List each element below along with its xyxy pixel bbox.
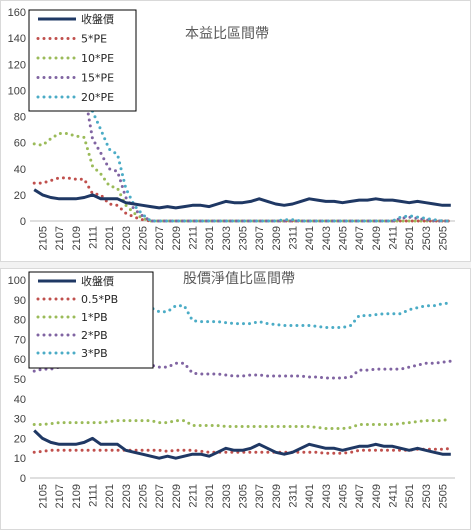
pb-y-tick-label: 40 <box>14 394 26 406</box>
pe-x-tick-label: 2209 <box>171 226 183 250</box>
pe-x-tick-label: 2107 <box>54 226 66 250</box>
pb-legend-label-0: 收盤價 <box>81 274 114 288</box>
pb-x-tick-label: 2503 <box>421 484 433 508</box>
pb-x-tick-label: 2309 <box>271 484 283 508</box>
pe-x-tick-label: 2305 <box>238 226 250 250</box>
pe-x-tick-label: 2401 <box>304 226 316 250</box>
pb-series-line-1 <box>32 446 453 455</box>
pe-legend-label-2: 10*PE <box>81 52 114 65</box>
pb-x-tick-label: 2311 <box>288 484 300 508</box>
pe-x-tick-label: 2303 <box>221 226 233 250</box>
pb-legend-label-3: 2*PB <box>81 329 108 342</box>
pb-y-tick-label: 10 <box>14 453 26 465</box>
pb-x-tick-label: 2303 <box>221 484 233 508</box>
pb-legend-label-4: 3*PB <box>81 347 108 360</box>
pb-y-tick-label: 20 <box>14 433 26 445</box>
pb-x-tick-label: 2203 <box>121 484 133 508</box>
pe-x-tick-label: 2405 <box>338 226 350 250</box>
pb-legend-label-2: 1*PB <box>81 311 108 324</box>
pb-series-line-3 <box>32 359 453 380</box>
pe-legend-box <box>28 9 137 112</box>
pe-x-tick-label: 2211 <box>188 226 200 250</box>
pe-x-tick-label: 2407 <box>354 226 366 250</box>
pe-x-tick-label: 2203 <box>121 226 133 250</box>
pe-y-tick-label: 140 <box>8 33 26 45</box>
pb-x-tick-label: 2505 <box>438 484 450 508</box>
pe-x-tick-label: 2109 <box>71 226 83 250</box>
pb-y-tick-label: 60 <box>14 354 26 366</box>
pe-series-line-0 <box>33 188 451 210</box>
pb-series-line-4 <box>32 301 453 329</box>
pb-y-tick-label: 50 <box>14 374 26 386</box>
pe-y-tick-label: 0 <box>20 216 26 228</box>
pe-x-tick-label: 2503 <box>421 226 433 250</box>
pe-y-tick-label: 20 <box>14 190 26 202</box>
pb-y-tick-label: 30 <box>14 414 26 426</box>
pb-y-tick-label: 0 <box>20 473 26 485</box>
pe-x-tick-label: 2505 <box>438 226 450 250</box>
pb-x-tick-label: 2209 <box>171 484 183 508</box>
pb-series-line-2 <box>32 417 453 430</box>
pe-x-tick-label: 2301 <box>204 226 216 250</box>
pe-y-tick-label: 160 <box>8 7 26 19</box>
pb-series-line-0 <box>33 429 451 460</box>
pe-y-tick-label: 60 <box>14 138 26 150</box>
pb-y-tick-label: 80 <box>14 315 26 327</box>
pe-chart-title: 本益比區間帶 <box>185 26 269 42</box>
pb-x-tick-label: 2107 <box>54 484 66 508</box>
pb-y-tick-label: 70 <box>14 334 26 346</box>
pe-x-tick-label: 2201 <box>104 226 116 250</box>
pb-x-tick-label: 2411 <box>388 484 400 508</box>
pb-x-tick-label: 2105 <box>38 484 50 508</box>
pe-x-tick-label: 2205 <box>138 226 150 250</box>
pb-x-tick-label: 2201 <box>104 484 116 508</box>
pb-band-chart-panel: 0 10 20 30 40 50 60 70 80 90 100 2105 2107 2109 2111 22… <box>0 268 471 530</box>
pe-x-tick-label: 2111 <box>88 226 100 249</box>
pe-x-tick-label: 2309 <box>271 226 283 250</box>
pe-band-chart-panel: 0 20 40 60 80 100 120 140 160 2105 2107 2109 2111 220… <box>0 0 471 262</box>
pb-x-tick-label: 2407 <box>354 484 366 508</box>
pe-y-tick-label: 120 <box>8 59 26 71</box>
pb-x-tick-label: 2211 <box>188 484 200 508</box>
pb-x-tick-label: 2111 <box>88 484 100 507</box>
pb-chart-title: 股價淨值比區間帶 <box>183 270 295 287</box>
pe-x-tick-label: 2501 <box>404 226 416 250</box>
pe-y-tick-label: 80 <box>14 112 26 124</box>
pb-band-chart: 0 10 20 30 40 50 60 70 80 90 100 2105 2107 2109 2111 22… <box>8 270 455 508</box>
pb-x-tick-label: 2401 <box>304 484 316 508</box>
pe-legend-label-3: 15*PE <box>81 72 114 85</box>
pe-x-tick-label: 2207 <box>154 226 166 250</box>
pb-y-tick-label: 100 <box>8 275 26 287</box>
pb-x-tick-label: 2501 <box>404 484 416 508</box>
pb-x-tick-label: 2205 <box>138 484 150 508</box>
chart-divider <box>0 262 471 268</box>
pe-x-tick-label: 2411 <box>388 226 400 250</box>
pe-x-tick-label: 2105 <box>38 226 50 250</box>
pb-x-tick-label: 2207 <box>154 484 166 508</box>
pe-legend-label-0: 收盤價 <box>81 12 114 26</box>
pb-x-tick-label: 2409 <box>371 484 383 508</box>
pb-x-tick-label: 2109 <box>71 484 83 508</box>
pb-y-tick-label: 90 <box>14 295 26 307</box>
pe-x-tick-label: 2409 <box>371 226 383 250</box>
pb-legend-label-1: 0.5*PB <box>81 293 118 306</box>
pe-x-tick-label: 2307 <box>254 226 266 250</box>
pe-band-chart: 0 20 40 60 80 100 120 140 160 2105 2107 2109 2111 220… <box>8 7 455 250</box>
pb-x-tick-label: 2301 <box>204 484 216 508</box>
pe-y-tick-label: 40 <box>14 164 26 176</box>
pe-legend-label-4: 20*PE <box>81 91 114 104</box>
pe-series-line-2 <box>32 132 453 223</box>
pb-x-tick-label: 2307 <box>254 484 266 508</box>
pe-x-tick-label: 2403 <box>321 226 333 250</box>
pb-x-tick-label: 2305 <box>238 484 250 508</box>
pe-y-tick-label: 100 <box>8 85 26 97</box>
pe-legend-label-1: 5*PE <box>81 33 107 46</box>
pb-x-tick-label: 2403 <box>321 484 333 508</box>
pb-x-tick-label: 2405 <box>338 484 350 508</box>
pe-x-tick-label: 2311 <box>288 226 300 250</box>
